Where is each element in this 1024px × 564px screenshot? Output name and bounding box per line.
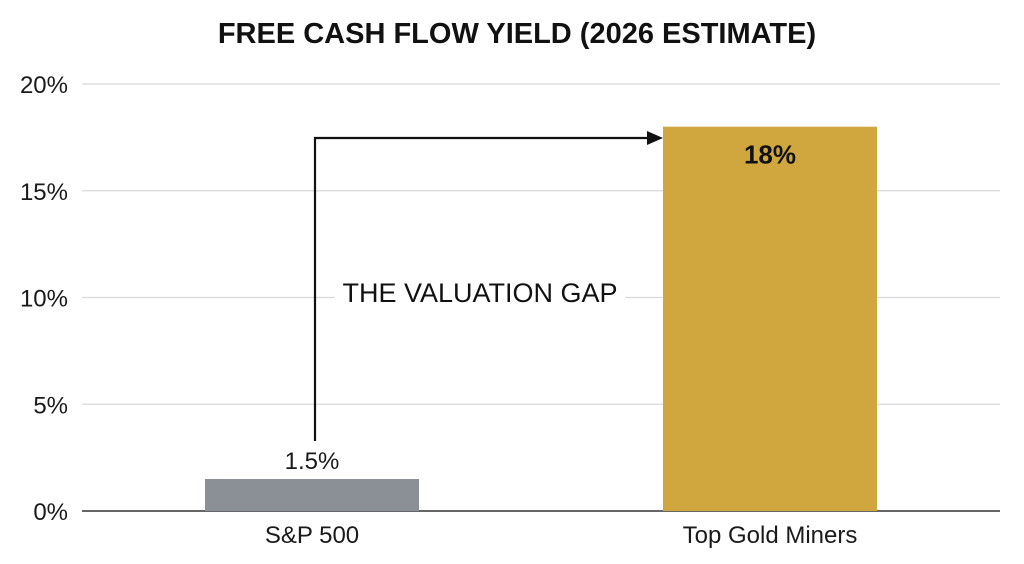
bar-sp500 bbox=[205, 478, 419, 511]
arrowhead-icon bbox=[647, 131, 663, 145]
bars-layer bbox=[205, 126, 877, 511]
annotation-background bbox=[334, 276, 626, 310]
chart-title: FREE CASH FLOW YIELD (2026 ESTIMATE) bbox=[218, 18, 816, 50]
bar-gold-miners bbox=[663, 126, 877, 511]
labels-layer: 0% 5% 10% 15% 20% S&P 500 1.5% Top Gold Miners 1… bbox=[20, 72, 857, 549]
x-category-label: S&P 500 bbox=[265, 522, 359, 549]
y-tick-label: 15% bbox=[20, 179, 68, 206]
y-tick-label: 5% bbox=[33, 392, 68, 419]
y-tick-label: 0% bbox=[33, 499, 68, 526]
annotation-layer bbox=[313, 131, 663, 441]
data-label-gold-miners: 18% bbox=[744, 140, 796, 170]
data-label-sp500: 1.5% bbox=[285, 448, 340, 475]
y-tick-label: 20% bbox=[20, 72, 68, 99]
x-category-label: Top Gold Miners bbox=[683, 522, 858, 549]
y-tick-label: 10% bbox=[20, 286, 68, 313]
valuation-gap-arrow-line bbox=[313, 136, 649, 441]
annotation-text: THE VALUATION GAP bbox=[342, 278, 617, 308]
